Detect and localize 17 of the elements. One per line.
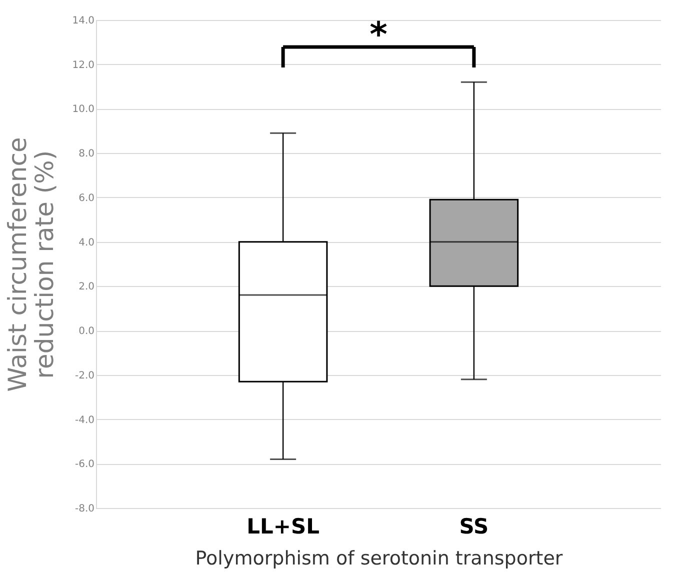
y-tick-label: -8.0 (74, 504, 94, 514)
y-axis-title: Waist circumference reduction rate (%) (3, 137, 60, 392)
x-tick-label: LL+SL (246, 514, 320, 538)
y-tick-label: 0.0 (78, 326, 94, 338)
y-tick-label: 2.0 (78, 282, 94, 293)
y-tick-label: 8.0 (78, 148, 94, 160)
y-tick-label: 12.0 (72, 60, 94, 71)
y-tick-label: 6.0 (78, 192, 94, 204)
y-tick-label: 4.0 (78, 237, 94, 248)
y-tick-label: -2.0 (74, 370, 94, 382)
y-tick-label: 14.0 (72, 16, 94, 26)
x-axis-title: Polymorphism of serotonin transporter (195, 548, 563, 570)
y-tick-label: -4.0 (74, 414, 94, 426)
x-tick-label: SS (459, 514, 489, 538)
y-tick-label: -6.0 (74, 459, 94, 470)
y-tick-label: 10.0 (72, 104, 94, 116)
annotation: * (370, 14, 388, 55)
